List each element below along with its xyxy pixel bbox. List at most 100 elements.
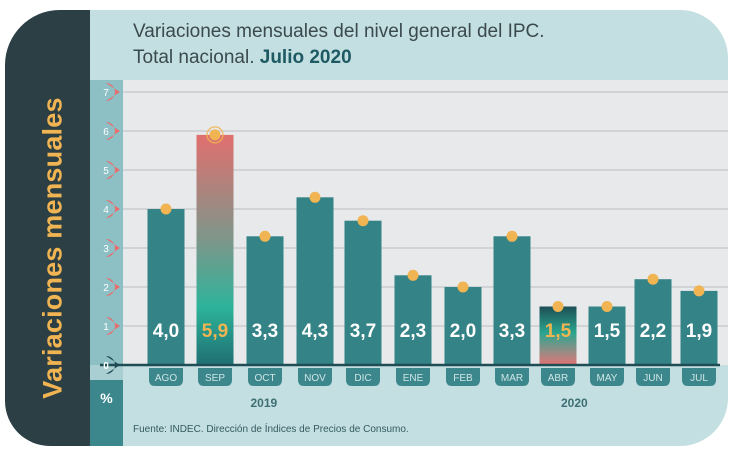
data-label-feb: 2,0 xyxy=(450,321,476,342)
value-dot-jul xyxy=(693,285,705,297)
bar-mar xyxy=(493,236,531,365)
y-axis-column-lower xyxy=(90,365,123,380)
source-note: Fuente: INDEC. Dirección de Índices de P… xyxy=(133,424,409,435)
value-dot-dic xyxy=(357,215,369,227)
x-tick-label: ENE xyxy=(403,373,424,384)
data-label-ago: 4,0 xyxy=(153,321,179,342)
chart-title-line2: Total nacional. Julio 2020 xyxy=(133,47,352,69)
y-tick-marker xyxy=(97,200,120,218)
x-tick-labels: AGO SEP OCT NOV DIC ENE FEB MAR ABR MAY JUN JUL xyxy=(149,368,716,386)
x-tick-label: MAY xyxy=(597,373,618,384)
x-tick-dic: DIC xyxy=(346,368,380,386)
y-tick-marker xyxy=(97,83,120,101)
x-tick-pill xyxy=(636,368,670,386)
data-label-oct: 3,3 xyxy=(252,321,278,342)
y-tick-5: 5 xyxy=(97,161,120,179)
x-tick-pill xyxy=(396,368,430,386)
data-label-sep: 5,9 xyxy=(202,321,228,342)
x-tick-mar: MAR xyxy=(495,368,529,386)
value-dot-may xyxy=(601,301,613,312)
value-dot-abr xyxy=(552,301,564,312)
x-tick-label: AGO xyxy=(155,373,177,384)
value-dot-oct xyxy=(259,230,271,242)
x-tick-label: JUN xyxy=(643,373,662,384)
y-tick-label: 3 xyxy=(103,244,109,255)
data-label-jun: 2,2 xyxy=(640,321,666,342)
x-tick-abr: ABR xyxy=(541,368,575,386)
y-axis-column xyxy=(90,80,123,365)
y-tick-label: 7 xyxy=(103,88,109,99)
bar-jul xyxy=(680,290,718,365)
x-tick-label: OCT xyxy=(254,373,275,384)
data-label-mar: 3,3 xyxy=(499,321,525,342)
highlight-ring xyxy=(206,126,224,144)
bar-dic xyxy=(344,220,382,365)
y-tick-0: 0 xyxy=(97,356,120,374)
year-label-2019: 2019 xyxy=(250,396,278,410)
y-tick-7: 7 xyxy=(97,83,120,101)
x-tick-pill xyxy=(495,368,529,386)
data-label-nov: 4,3 xyxy=(302,321,328,342)
x-tick-pill xyxy=(446,368,480,386)
data-label-ene: 2,3 xyxy=(400,321,426,342)
x-tick-feb: FEB xyxy=(446,368,480,386)
x-tick-label: JUL xyxy=(690,373,708,384)
y-tick-1: 1 xyxy=(97,317,120,335)
y-tick-marker xyxy=(97,356,120,374)
x-tick-ago: AGO xyxy=(149,368,183,386)
x-tick-jun: JUN xyxy=(636,368,670,386)
y-tick-3: 3 xyxy=(97,239,120,257)
bars: 4,0 5,9 3,3 4,3 3,7 2,3 2,0 3,3 1,5 1,5 2,2 1,9 xyxy=(147,126,718,365)
bar-abr xyxy=(539,306,577,365)
bar-ago xyxy=(147,209,185,365)
chart-header: Variaciones mensuales del nivel general … xyxy=(90,10,728,80)
y-tick-label: 1 xyxy=(103,322,109,333)
bar-may xyxy=(588,306,626,365)
unit-cell: % xyxy=(90,380,123,446)
x-tick-pill xyxy=(541,368,575,386)
x-tick-ene: ENE xyxy=(396,368,430,386)
x-tick-label: DIC xyxy=(354,373,371,384)
x-tick-pill xyxy=(346,368,380,386)
data-label-abr: 1,5 xyxy=(545,321,572,342)
x-tick-oct: OCT xyxy=(248,368,282,386)
bar-feb xyxy=(444,287,482,365)
y-ticks: 0 1 2 3 4 5 6 7 xyxy=(97,83,120,374)
x-tick-pill xyxy=(248,368,282,386)
bar-jun xyxy=(634,279,672,365)
x-tick-pill xyxy=(298,368,332,386)
y-tick-4: 4 xyxy=(97,200,120,218)
x-tick-pill xyxy=(682,368,716,386)
bar-nov xyxy=(296,197,334,365)
y-tick-6: 6 xyxy=(97,122,120,140)
y-tick-label: 5 xyxy=(103,166,109,177)
value-dot-nov xyxy=(309,191,321,203)
x-tick-label: FEB xyxy=(453,373,473,384)
bar-oct xyxy=(246,236,284,365)
year-label-2020: 2020 xyxy=(561,396,588,410)
data-label-dic: 3,7 xyxy=(350,321,376,342)
bar-sep xyxy=(196,134,234,365)
x-tick-pill xyxy=(149,368,183,386)
y-tick-label: 0 xyxy=(103,361,109,372)
unit-label: % xyxy=(100,390,113,406)
x-tick-pill xyxy=(198,368,232,386)
x-tick-pill xyxy=(590,368,624,386)
y-tick-marker xyxy=(97,122,120,140)
value-dot-mar xyxy=(506,230,518,242)
side-panel: Variaciones mensuales xyxy=(5,10,91,446)
y-tick-label: 2 xyxy=(103,283,109,294)
y-tick-label: 6 xyxy=(103,127,109,138)
x-tick-nov: NOV xyxy=(298,368,332,386)
value-dot-feb xyxy=(457,281,469,293)
x-tick-label: MAR xyxy=(501,373,523,384)
x-tick-label: SEP xyxy=(205,373,225,384)
x-tick-label: NOV xyxy=(304,373,326,384)
x-tick-label: ABR xyxy=(548,373,569,384)
value-dot-jun xyxy=(647,273,659,285)
y-tick-marker xyxy=(97,161,120,179)
chart-title-date: Julio 2020 xyxy=(259,47,352,68)
y-tick-marker xyxy=(97,278,120,296)
y-tick-2: 2 xyxy=(97,278,120,296)
